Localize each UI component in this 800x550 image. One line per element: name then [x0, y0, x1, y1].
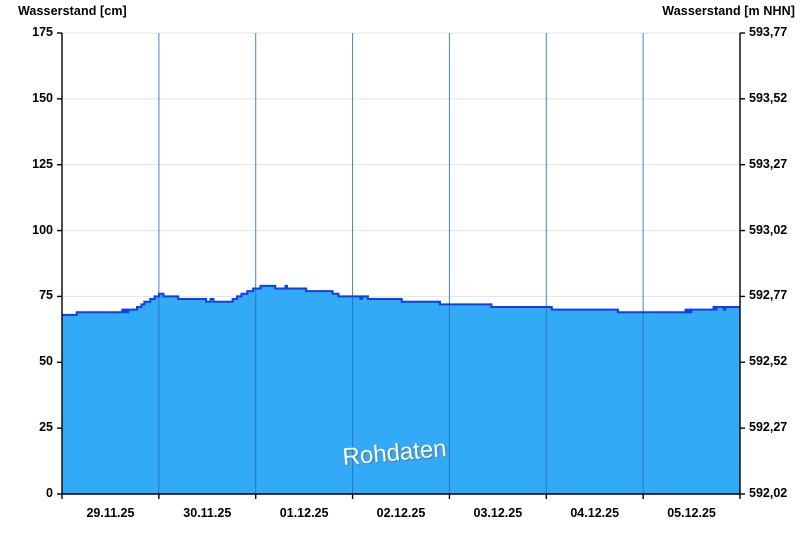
- y2-tick-label: 593,52: [749, 90, 788, 105]
- water-level-stroke: [62, 284, 740, 316]
- axis-lines: [61, 33, 741, 495]
- x-tick-label: 03.12.25: [473, 506, 523, 520]
- y-tick-label: 50: [39, 354, 53, 369]
- x-tick-label: 02.12.25: [376, 506, 426, 520]
- y-tick-label: 0: [46, 486, 53, 500]
- y2-tick-label: 593,27: [749, 156, 788, 171]
- x-tick-label: 01.12.25: [279, 506, 329, 520]
- y2-tick-label: 593,02: [749, 222, 788, 237]
- day-gridlines: [158, 33, 644, 494]
- y-tick-label: 100: [32, 222, 53, 237]
- x-tick-label: 05.12.25: [667, 506, 716, 520]
- y-tick-label: 125: [32, 156, 53, 171]
- x-tick-label: 04.12.25: [570, 506, 620, 520]
- axis-ticks: [57, 32, 745, 499]
- y2-tick-label: 592,77: [749, 288, 788, 303]
- water-level-fill: [62, 285, 740, 494]
- y-tick-label: 75: [39, 288, 53, 303]
- y2-tick-label: 592,27: [749, 420, 788, 435]
- left-axis-title: Wasserstand [cm]: [18, 4, 127, 18]
- water-level-line: [62, 284, 740, 316]
- right-axis-title: Wasserstand [m NHN]: [662, 4, 795, 18]
- y-tick-label: 175: [32, 25, 53, 39]
- water-level-area: [62, 285, 740, 494]
- y2-tick-label: 592,02: [749, 486, 788, 500]
- y-tick-label: 150: [32, 90, 53, 105]
- x-tick-label: 29.11.25: [86, 506, 135, 520]
- y-tick-label: 25: [39, 420, 53, 435]
- y2-tick-label: 593,77: [749, 25, 788, 39]
- x-tick-label: 30.11.25: [183, 506, 232, 520]
- y2-tick-label: 592,52: [749, 354, 788, 369]
